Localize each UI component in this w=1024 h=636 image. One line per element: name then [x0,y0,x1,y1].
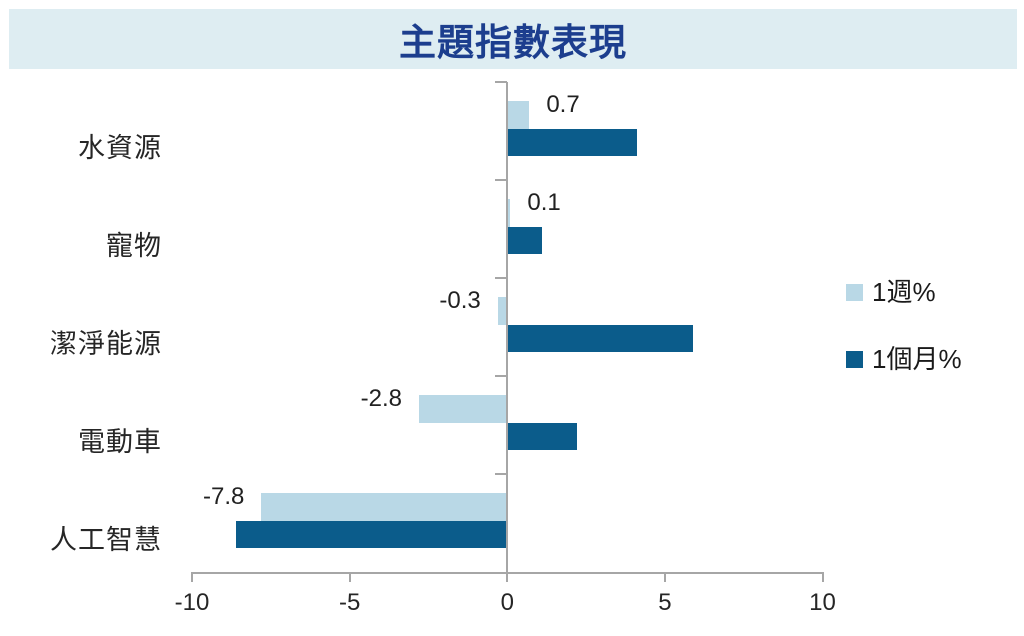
x-tick-label: -5 [338,589,361,616]
x-tick [191,574,193,582]
bar-week [261,493,508,521]
category-tick [495,473,508,475]
data-label: -2.8 [360,384,402,412]
legend-swatch-week [846,283,863,301]
x-tick-label: -10 [174,589,210,616]
category-label: 潔淨能源 [50,329,162,359]
bar-week [507,101,530,129]
x-tick [663,574,666,582]
y-axis-line [506,82,509,574]
category-tick [495,277,508,279]
x-tick [506,574,509,582]
category-label: 寵物 [106,231,162,261]
legend-label: 1個月% [872,344,962,374]
chart-title: 主題指數表現 [399,22,627,63]
legend-item: 1週% [846,278,936,306]
bar-month [236,520,508,548]
x-tick-label: 5 [658,589,672,616]
legend-label: 1週% [872,277,936,307]
x-tick-label: 10 [809,589,836,616]
x-tick [348,574,351,582]
category-label: 水資源 [78,133,162,163]
bar-month [507,324,694,352]
legend-item: 1個月% [846,345,962,373]
data-label: 0.1 [527,188,561,216]
data-label: -0.3 [439,286,481,314]
bar-week [497,297,508,325]
x-tick-label: 0 [500,589,514,616]
category-tick [495,375,508,377]
data-label: 0.7 [546,90,580,118]
bar-week [507,199,511,227]
legend-swatch-month [846,350,863,368]
category-tick [495,179,508,181]
category-label: 人工智慧 [50,525,162,555]
bar-month [507,226,542,254]
chart-title-banner: 主題指數表現 [9,9,1017,69]
data-label: -7.8 [202,482,245,510]
bar-month [507,128,637,156]
x-tick [821,574,824,582]
bar-month [507,422,577,450]
bar-week [418,395,508,423]
x-axis-line [191,572,824,574]
category-label: 電動車 [78,427,162,457]
category-tick [495,81,508,83]
